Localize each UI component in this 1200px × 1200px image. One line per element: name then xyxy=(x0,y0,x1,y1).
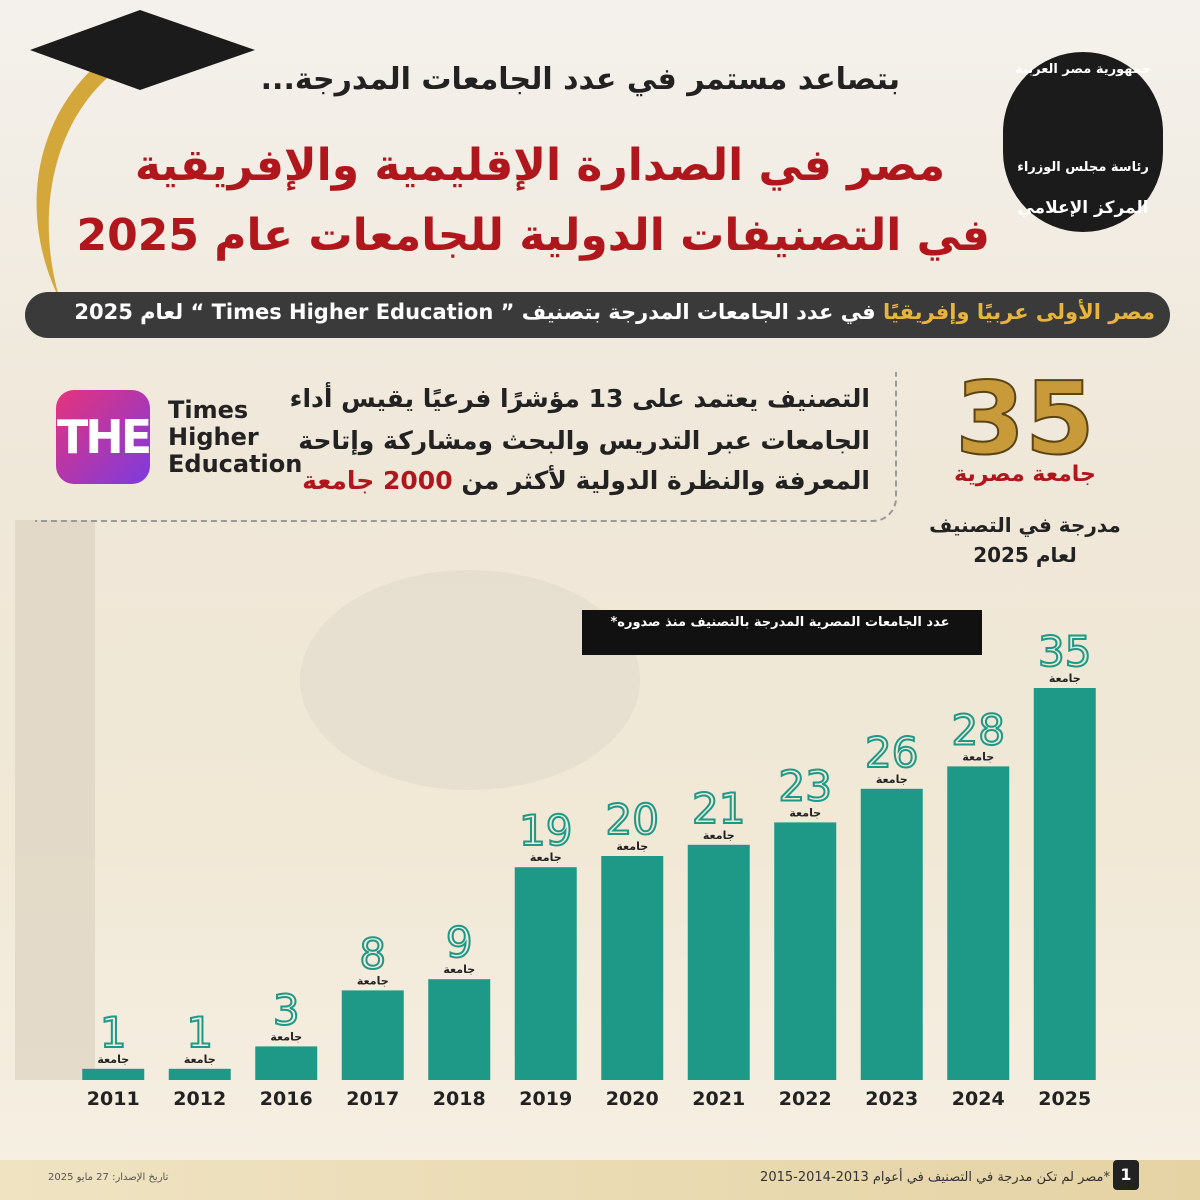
value-label: 1 xyxy=(100,1008,127,1057)
chart: عدد الجامعات المصرية المدرجة بالتصنيف من… xyxy=(82,615,1096,1110)
value-label: 8 xyxy=(359,929,386,978)
highlight-label: جامعة مصرية xyxy=(954,462,1096,487)
bar xyxy=(601,856,664,1080)
description-line: المعرفة والنظرة الدولية لأكثر من 2000 جا… xyxy=(302,466,870,495)
the-logo-mark: THE xyxy=(56,390,152,484)
highlight-caption: لعام 2025 xyxy=(973,543,1077,567)
bar xyxy=(947,766,1010,1080)
value-label: 20 xyxy=(606,795,659,844)
x-tick-label: 2024 xyxy=(952,1088,1005,1110)
chart-title-strip xyxy=(582,610,982,655)
banner xyxy=(25,292,1170,338)
description-box xyxy=(35,372,897,522)
bar xyxy=(774,822,837,1080)
bar xyxy=(168,1068,231,1080)
value-label: 1 xyxy=(186,1008,213,1057)
grad-cap xyxy=(30,10,255,90)
unit-label: جامعة xyxy=(530,851,562,864)
unit-label: جامعة xyxy=(357,974,389,987)
x-tick-label: 2019 xyxy=(519,1088,572,1110)
bar xyxy=(255,1046,318,1080)
bar xyxy=(82,1068,145,1080)
the-logo-text: Education xyxy=(168,450,303,478)
banner-rest: في عدد الجامعات المدرجة بتصنيف ” Times H… xyxy=(74,300,876,324)
x-tick-label: 2021 xyxy=(692,1088,745,1110)
unit-label: جامعة xyxy=(962,750,994,763)
x-tick-label: 2016 xyxy=(260,1088,313,1110)
x-tick-label: 2020 xyxy=(606,1088,659,1110)
bar xyxy=(1033,688,1096,1080)
unit-label: جامعة xyxy=(443,963,475,976)
unit-label: جامعة xyxy=(789,806,821,819)
banner-text: مصر الأولى عربيًا وإفريقيًا في عدد الجام… xyxy=(74,300,1155,324)
value-label: 21 xyxy=(692,784,745,833)
dome-silhouette xyxy=(300,570,640,790)
x-tick-label: 2025 xyxy=(1038,1088,1091,1110)
value-label: 28 xyxy=(952,705,1005,754)
x-tick-label: 2018 xyxy=(433,1088,486,1110)
unit-label: جامعة xyxy=(97,1053,129,1066)
x-tick-label: 2011 xyxy=(87,1088,140,1110)
value-label: 3 xyxy=(273,985,300,1034)
bar xyxy=(514,867,577,1080)
unit-label: جامعة xyxy=(876,773,908,786)
logo-top: جمهورية مصر العربية xyxy=(1015,62,1151,77)
description-highlight: 2000 جامعة xyxy=(302,466,453,495)
unit-label: جامعة xyxy=(184,1053,216,1066)
title-line: مصر في الصدارة الإقليمية والإفريقية xyxy=(134,140,946,191)
title-line: في التصنيفات الدولية للجامعات عام 2025 xyxy=(76,210,990,261)
banner-highlight: مصر الأولى عربيًا وإفريقيًا xyxy=(883,300,1155,324)
unit-label: جامعة xyxy=(1049,672,1081,685)
footer xyxy=(0,1160,1200,1200)
logo-badge xyxy=(1003,52,1163,232)
unit-label: جامعة xyxy=(703,829,735,842)
value-label: 19 xyxy=(519,806,572,855)
page-number: 1 xyxy=(1113,1160,1139,1190)
footer-date: تاريخ الإصدار: 27 مايو 2025 xyxy=(48,1172,169,1183)
unit-label: جامعة xyxy=(270,1030,302,1043)
value-label: 23 xyxy=(779,761,832,810)
subtitle: بتصاعد مستمر في عدد الجامعات المدرجة... xyxy=(260,62,900,97)
footer-note: *مصر لم تكن مدرجة في التصنيف في أعوام 20… xyxy=(760,1170,1110,1185)
bar xyxy=(341,990,404,1080)
the-logo-text: Times xyxy=(168,396,249,424)
crescent xyxy=(36,30,150,300)
chart-title: عدد الجامعات المصرية المدرجة بالتصنيف من… xyxy=(611,615,950,630)
highlight-number: 35 xyxy=(954,359,1095,478)
value-label: 26 xyxy=(865,728,918,777)
x-tick-label: 2023 xyxy=(865,1088,918,1110)
unit-label: جامعة xyxy=(616,840,648,853)
logo-middle: رئاسة مجلس الوزراء xyxy=(1017,160,1149,175)
value-label: 9 xyxy=(446,918,473,967)
description-line: التصنيف يعتمد على 13 مؤشرًا فرعيًا يقيس … xyxy=(289,384,870,413)
value-label: 35 xyxy=(1038,627,1091,676)
description-line: الجامعات عبر التدريس والبحث ومشاركة وإتا… xyxy=(298,426,870,455)
bar xyxy=(428,979,491,1080)
logo-bottom: المركز الإعلامي xyxy=(1017,198,1149,218)
description-text: المعرفة والنظرة الدولية لأكثر من xyxy=(461,466,870,495)
highlight-caption: مدرجة في التصنيف xyxy=(929,513,1121,537)
bar xyxy=(687,844,750,1080)
the-logo-text: Higher xyxy=(168,423,259,451)
bar xyxy=(860,788,923,1080)
tower-silhouette xyxy=(15,520,95,1080)
x-tick-label: 2017 xyxy=(346,1088,399,1110)
x-tick-label: 2012 xyxy=(173,1088,226,1110)
x-tick-label: 2022 xyxy=(779,1088,832,1110)
